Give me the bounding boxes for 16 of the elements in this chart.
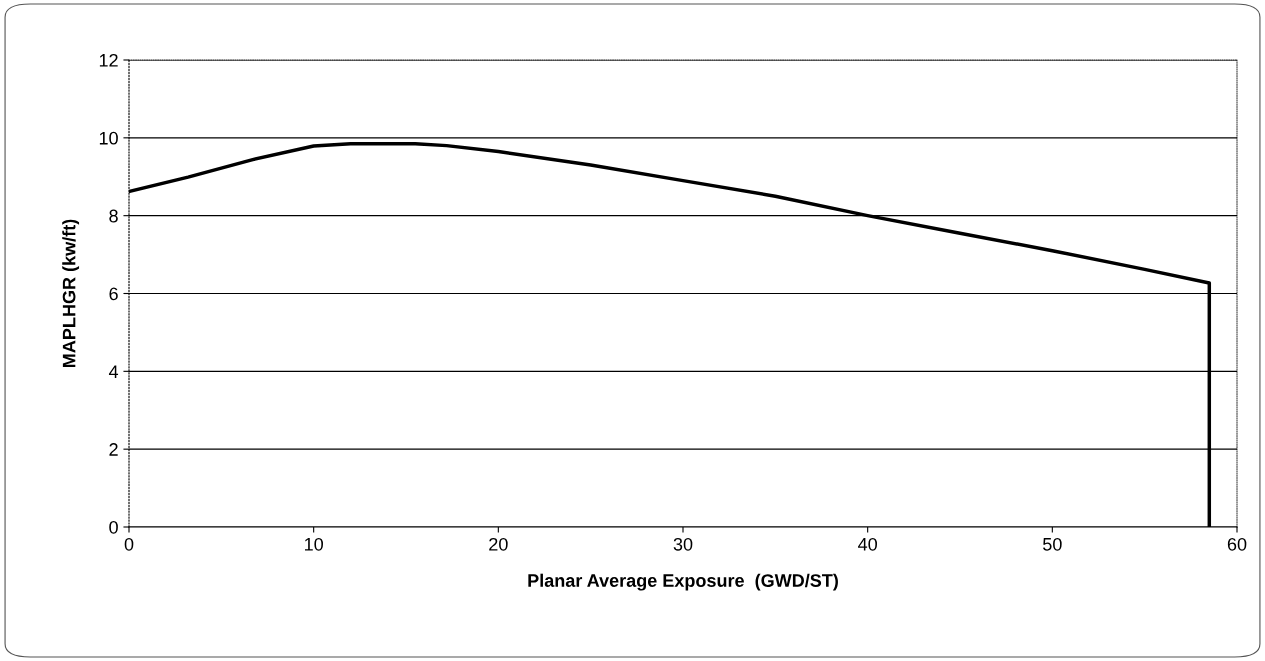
y-tick-label: 10 [99, 131, 118, 145]
y-tick-label: 0 [109, 520, 118, 534]
y-tick-label: 2 [109, 443, 118, 456]
x-tick-label: 50 [1043, 537, 1062, 551]
x-axis-title: Planar Average Exposure (GWD/ST) [528, 573, 838, 591]
x-tick-label: 40 [858, 537, 877, 551]
x-tick-label: 10 [305, 537, 323, 551]
x-tick-label: 60 [1227, 537, 1247, 551]
y-tick-label: 6 [109, 287, 118, 301]
y-tick-label: 12 [99, 53, 118, 67]
x-tick-label: 0 [124, 537, 134, 551]
y-axis-title: MAPLHGR (kw/ft) [62, 219, 80, 368]
x-tick-label: 20 [489, 537, 508, 551]
y-tick-label: 4 [108, 365, 119, 378]
y-tick-label: 8 [109, 209, 118, 223]
x-tick-label: 30 [673, 537, 693, 551]
